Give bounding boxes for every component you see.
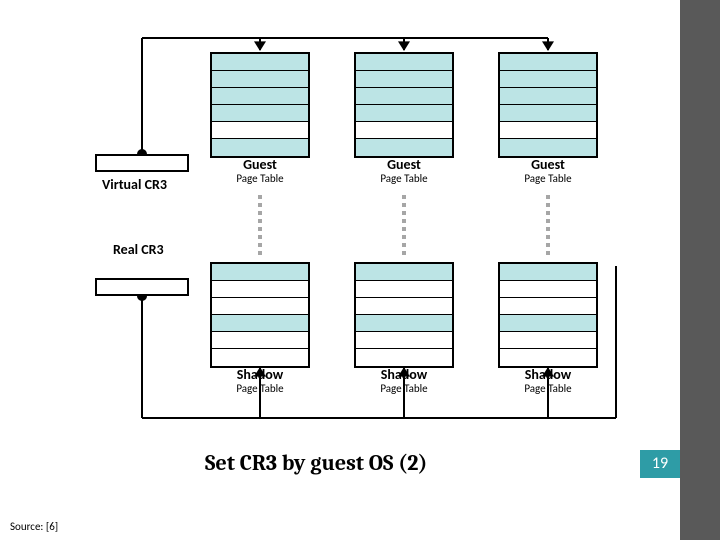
guest-page-table-label: GuestPage Table	[210, 158, 310, 184]
guest-page-table	[498, 52, 598, 158]
guest-page-table-title: Guest	[210, 158, 310, 173]
guest-page-table-row	[500, 139, 596, 156]
shadow-page-table-row	[500, 349, 596, 366]
decorative-sidebar	[680, 0, 720, 540]
shadow-page-table	[210, 262, 310, 368]
guest-page-table-row	[212, 122, 308, 139]
shadow-page-table-row	[500, 264, 596, 281]
shadow-page-table-label: ShadowPage Table	[210, 368, 310, 394]
guest-page-table	[354, 52, 454, 158]
guest-page-table-subtitle: Page Table	[210, 173, 310, 185]
guest-page-table-subtitle: Page Table	[354, 173, 454, 185]
guest-page-table-row	[356, 122, 452, 139]
guest-page-table-row	[212, 88, 308, 105]
shadow-page-table-row	[356, 298, 452, 315]
shadow-page-table-row	[212, 332, 308, 349]
guest-page-table-row	[212, 139, 308, 156]
page-number-badge: 19	[640, 450, 680, 478]
guest-page-table-row	[500, 54, 596, 71]
guest-page-table-row	[212, 71, 308, 88]
shadow-page-table-row	[500, 315, 596, 332]
shadow-page-table-row	[212, 264, 308, 281]
shadow-page-table-subtitle: Page Table	[354, 383, 454, 395]
shadow-page-table-label: ShadowPage Table	[498, 368, 598, 394]
guest-page-table-title: Guest	[498, 158, 598, 173]
shadow-page-table	[354, 262, 454, 368]
guest-page-table	[210, 52, 310, 158]
shadow-page-table-row	[356, 281, 452, 298]
shadow-page-table-label: ShadowPage Table	[354, 368, 454, 394]
guest-page-table-label: GuestPage Table	[498, 158, 598, 184]
guest-page-table-row	[500, 122, 596, 139]
guest-page-table-row	[356, 139, 452, 156]
guest-page-table-row	[212, 54, 308, 71]
shadow-page-table-row	[500, 281, 596, 298]
guest-page-table-row	[500, 105, 596, 122]
real-cr3-label: Real CR3	[113, 241, 164, 258]
guest-page-table-row	[356, 88, 452, 105]
guest-page-table-row	[356, 105, 452, 122]
guest-page-table-row	[500, 88, 596, 105]
guest-page-table-subtitle: Page Table	[498, 173, 598, 185]
guest-page-table-row	[356, 71, 452, 88]
shadow-page-table-title: Shadow	[354, 368, 454, 383]
shadow-page-table-row	[212, 349, 308, 366]
virtual-cr3-register	[95, 154, 189, 172]
slide-title: Set CR3 by guest OS (2)	[205, 450, 427, 476]
guest-page-table-label: GuestPage Table	[354, 158, 454, 184]
real-cr3-register	[95, 278, 189, 296]
guest-page-table-title: Guest	[354, 158, 454, 173]
shadow-page-table-row	[500, 332, 596, 349]
virtual-cr3-label: Virtual CR3	[102, 176, 167, 193]
guest-page-table-row	[356, 54, 452, 71]
shadow-page-table-row	[500, 298, 596, 315]
source-citation: Source: [6]	[10, 520, 58, 533]
shadow-page-table-row	[356, 349, 452, 366]
guest-page-table-row	[212, 105, 308, 122]
shadow-page-table-row	[356, 264, 452, 281]
shadow-page-table-row	[356, 332, 452, 349]
shadow-page-table-subtitle: Page Table	[210, 383, 310, 395]
shadow-page-table	[498, 262, 598, 368]
shadow-page-table-row	[212, 281, 308, 298]
shadow-page-table-row	[212, 298, 308, 315]
guest-page-table-row	[500, 71, 596, 88]
shadow-page-table-subtitle: Page Table	[498, 383, 598, 395]
shadow-page-table-row	[356, 315, 452, 332]
shadow-page-table-title: Shadow	[498, 368, 598, 383]
shadow-page-table-row	[212, 315, 308, 332]
shadow-page-table-title: Shadow	[210, 368, 310, 383]
